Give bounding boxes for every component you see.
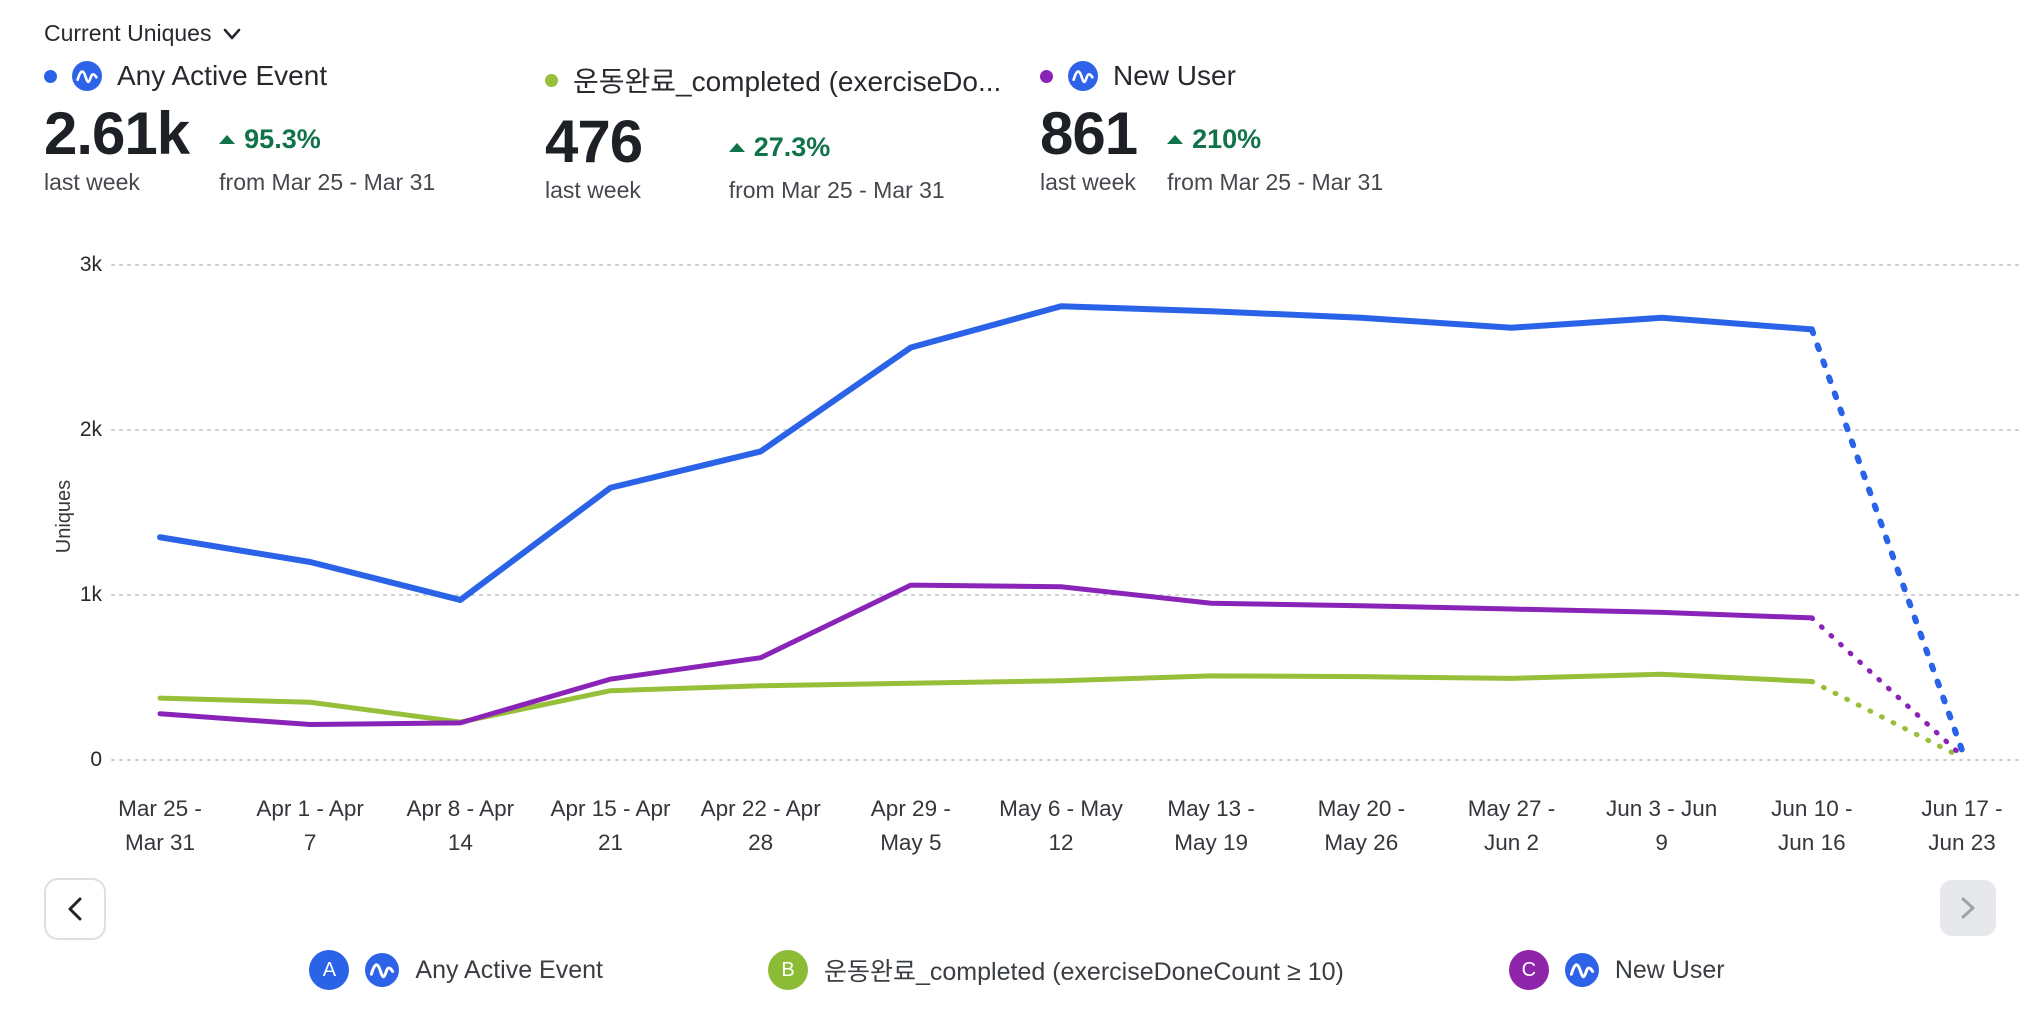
x-axis-tick-label: Apr 29 - May 5 <box>870 796 951 855</box>
metric-compare: from Mar 25 - Mar 31 <box>219 169 436 195</box>
series-line-partial-dotted <box>1809 678 1965 761</box>
x-axis-tick-label: Jun 3 - Jun 9 <box>1605 796 1718 855</box>
metric-label: Any Active Event <box>117 60 328 91</box>
amplitude-event-icon <box>1564 953 1599 987</box>
scroll-left-button[interactable] <box>44 878 106 940</box>
metric-period: last week <box>545 177 641 203</box>
x-axis-tick-label: May 27 - Jun 2 <box>1467 796 1556 855</box>
metric-any-active-event[interactable]: Any Active Event 2.61k 95.3% last week f… <box>44 60 435 196</box>
chevron-left-icon <box>68 897 82 921</box>
x-axis-tick-label: May 20 - May 26 <box>1317 796 1406 855</box>
arrow-up-icon <box>728 143 745 152</box>
metric-delta: 27.3% <box>728 132 1002 173</box>
series-letter-badge: B <box>768 950 808 990</box>
metric-compare: from Mar 25 - Mar 31 <box>728 177 945 203</box>
x-axis-tick-label: Jun 10 - Jun 16 <box>1771 796 1853 855</box>
chart-legend: A Any Active Event B 운동완료_completed (exe… <box>0 950 2034 990</box>
x-axis-tick-label: Apr 8 - Apr 14 <box>406 796 515 855</box>
metric-selector-label: Current Uniques <box>44 20 212 46</box>
chevron-down-icon <box>224 28 241 39</box>
amplitude-event-icon <box>365 953 400 987</box>
series-line <box>157 582 1815 728</box>
y-axis-tick-label: 1k <box>79 583 102 606</box>
legend-item-any-active-event[interactable]: A Any Active Event <box>309 950 603 990</box>
metric-compare: from Mar 25 - Mar 31 <box>1167 169 1384 195</box>
x-axis-tick-label: Apr 22 - Apr 28 <box>700 796 821 855</box>
series-color-dot <box>1040 69 1053 83</box>
series-line-partial-dotted <box>1808 326 1966 754</box>
metric-value: 861 <box>1040 100 1138 167</box>
metric-value: 2.61k <box>44 100 190 167</box>
metric-selector-dropdown[interactable]: Current Uniques <box>44 20 241 47</box>
series-line <box>157 671 1815 725</box>
arrow-up-icon <box>1167 135 1184 144</box>
x-axis-tick-label: May 13 - May 19 <box>1167 796 1255 855</box>
amplitude-event-icon <box>1068 61 1098 91</box>
series-color-dot <box>44 69 57 83</box>
y-axis-tick-label: 3k <box>79 253 102 276</box>
legend-label: 운동완료_completed (exerciseDoneCount ≥ 10) <box>824 958 1344 986</box>
scroll-right-button[interactable] <box>1940 880 1996 936</box>
series-color-dot <box>545 73 558 87</box>
metric-delta: 95.3% <box>219 124 435 165</box>
x-axis-tick-label: May 6 - May 12 <box>999 796 1123 855</box>
chevron-right-icon <box>1961 897 1975 919</box>
metric-value: 476 <box>545 108 643 175</box>
series-line <box>157 303 1815 603</box>
x-axis-tick-label: Apr 15 - Apr 21 <box>550 796 671 855</box>
amplitude-event-icon <box>72 61 102 91</box>
metric-label: 운동완료_completed (exerciseDo... <box>573 66 1002 97</box>
x-axis-tick-label: Jun 17 - Jun 23 <box>1921 796 2003 855</box>
series-line-partial-dotted <box>1809 615 1965 759</box>
legend-label: Any Active Event <box>415 955 603 984</box>
arrow-up-icon <box>219 135 236 144</box>
legend-item-new-user[interactable]: C New User <box>1508 950 1725 990</box>
legend-item-exercise-completed[interactable]: B 운동완료_completed (exerciseDoneCount ≥ 10… <box>768 950 1344 990</box>
metric-exercise-completed[interactable]: 운동완료_completed (exerciseDo... 476 27.3% … <box>545 60 1001 204</box>
line-chart <box>111 264 2019 761</box>
y-axis-tick-label: 2k <box>79 418 102 441</box>
x-axis-tick-label: Mar 25 - Mar 31 <box>118 796 202 855</box>
metric-period: last week <box>1040 169 1136 195</box>
legend-label: New User <box>1614 955 1725 984</box>
metric-new-user[interactable]: New User 861 210% last week from Mar 25 … <box>1040 60 1383 196</box>
series-letter-badge: C <box>1508 950 1549 990</box>
metric-label: New User <box>1113 60 1236 91</box>
x-axis-tick-label: Apr 1 - Apr 7 <box>256 796 364 855</box>
y-axis-tick-label: 0 <box>90 748 102 771</box>
metric-delta: 210% <box>1167 124 1383 165</box>
metric-period: last week <box>44 169 140 195</box>
series-letter-badge: A <box>309 950 350 990</box>
